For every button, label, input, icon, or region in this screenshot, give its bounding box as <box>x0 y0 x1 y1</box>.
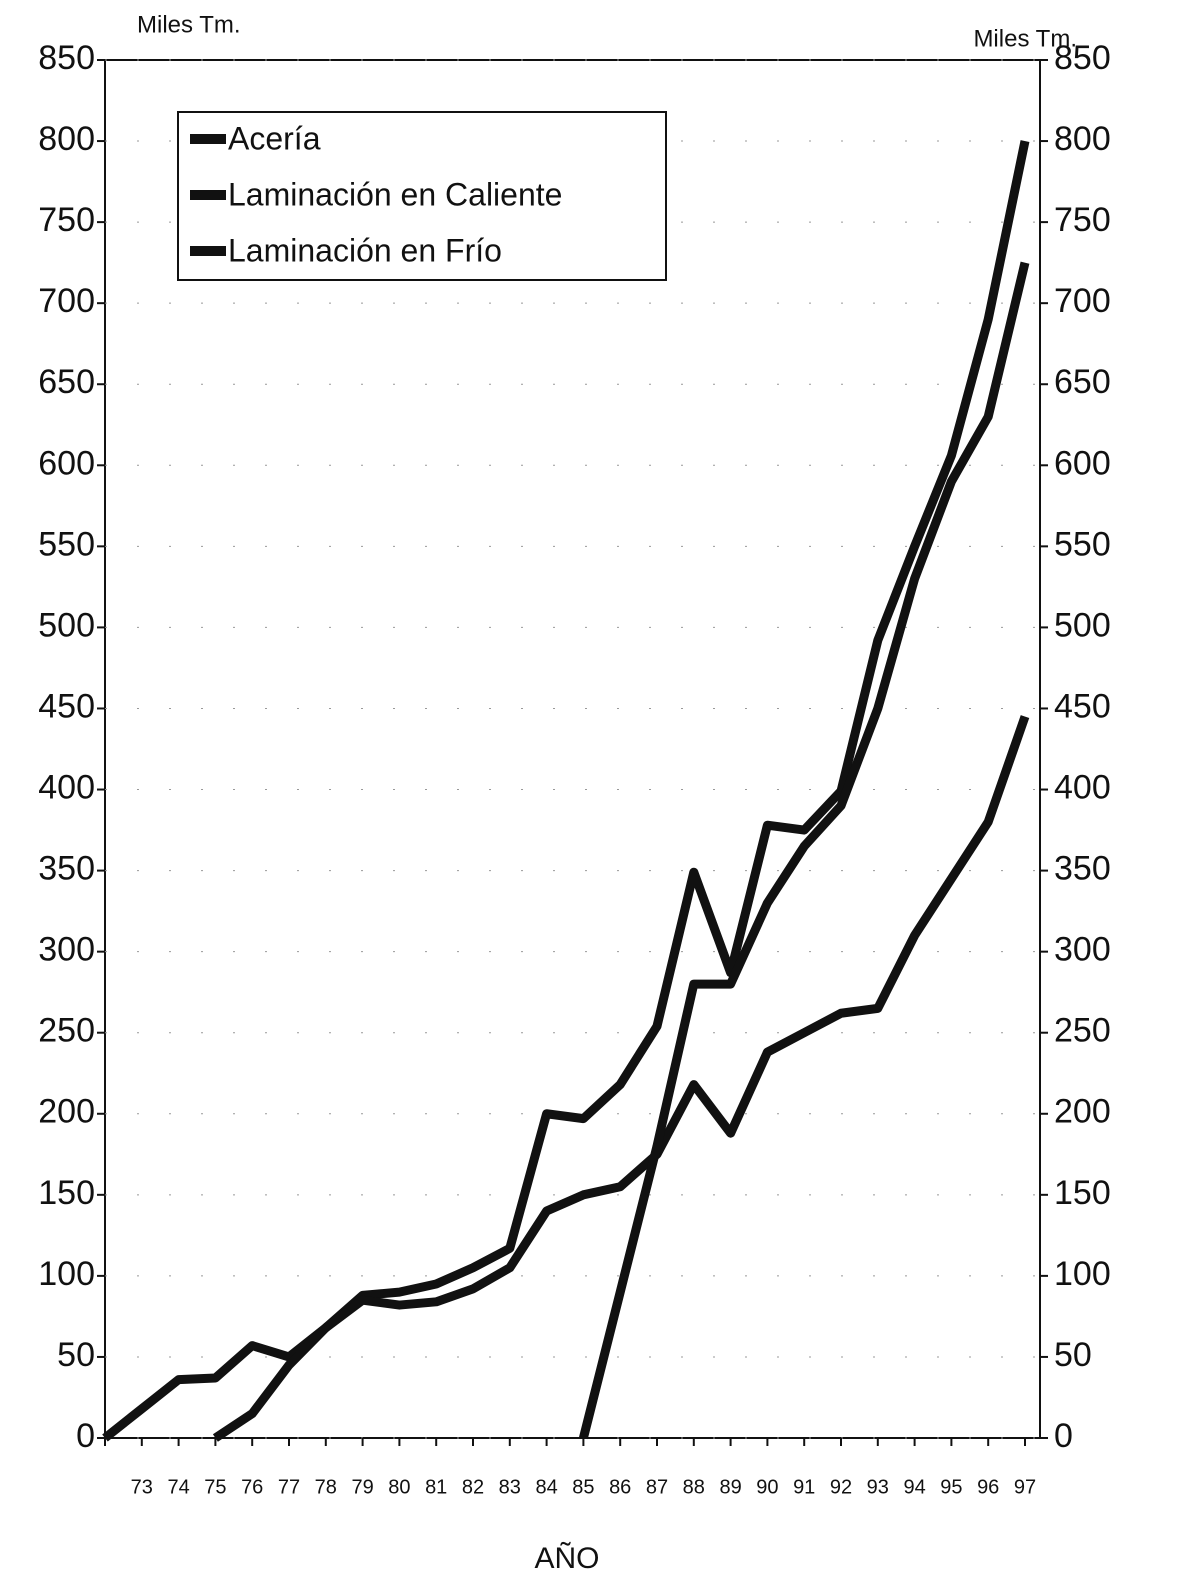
y-tick-label: 50 <box>57 1336 95 1374</box>
y2-tick-label: 100 <box>1054 1255 1111 1293</box>
y-tick-label: 600 <box>38 444 95 482</box>
x-tick-label: 73 <box>131 1476 153 1498</box>
x-tick-label: 87 <box>646 1476 668 1498</box>
x-tick-label: 94 <box>903 1476 925 1498</box>
x-tick-label: 91 <box>793 1476 815 1498</box>
x-tick-label: 76 <box>241 1476 263 1498</box>
x-tick-label: 80 <box>388 1476 410 1498</box>
y-tick-label: 300 <box>38 931 95 969</box>
y2-tick-label: 200 <box>1054 1093 1111 1131</box>
x-tick-label: 97 <box>1014 1476 1036 1498</box>
y2-tick-label: 700 <box>1054 282 1111 320</box>
y2-tick-label: 550 <box>1054 525 1111 563</box>
x-tick-label: 90 <box>756 1476 778 1498</box>
y-tick-label: 450 <box>38 687 95 725</box>
legend-swatch <box>190 246 226 256</box>
x-tick-label: 83 <box>499 1476 521 1498</box>
y2-tick-label: 250 <box>1054 1012 1111 1050</box>
x-tick-label: 95 <box>940 1476 962 1498</box>
y-tick-label: 200 <box>38 1093 95 1131</box>
y2-tick-label: 650 <box>1054 363 1111 401</box>
y2-tick-label: 500 <box>1054 606 1111 644</box>
x-tick-label: 96 <box>977 1476 999 1498</box>
y2-tick-label: 600 <box>1054 444 1111 482</box>
y2-tick-label: 450 <box>1054 687 1111 725</box>
x-tick-label: 77 <box>278 1476 300 1498</box>
x-tick-label: 84 <box>535 1476 557 1498</box>
y2-tick-label: 50 <box>1054 1336 1092 1374</box>
y2-tick-label: 0 <box>1054 1417 1073 1455</box>
y2-tick-label: 400 <box>1054 769 1111 807</box>
line-series <box>212 715 1030 1442</box>
y2-tick-label: 800 <box>1054 120 1111 158</box>
y-tick-label: 750 <box>38 201 95 239</box>
y-tick-label: 800 <box>38 120 95 158</box>
y2-tick-label: 750 <box>1054 201 1111 239</box>
y-tick-label: 500 <box>38 606 95 644</box>
y-tick-label: 400 <box>38 769 95 807</box>
legend-swatch <box>190 190 226 200</box>
x-tick-label: 89 <box>719 1476 741 1498</box>
y-tick-label: 850 <box>38 39 95 77</box>
y-tick-label: 150 <box>38 1174 95 1212</box>
x-tick-label: 92 <box>830 1476 852 1498</box>
x-tick-label: 81 <box>425 1476 447 1498</box>
x-tick-label: 86 <box>609 1476 631 1498</box>
plot-frame <box>104 59 1041 1439</box>
y-tick-label: 100 <box>38 1255 95 1293</box>
y-tick-label: 0 <box>76 1417 95 1455</box>
legend-label: Laminación en Caliente <box>228 176 562 212</box>
legend-label: Laminación en Frío <box>228 232 502 268</box>
y2-tick-label: 150 <box>1054 1174 1111 1212</box>
y-tick-label: 250 <box>38 1012 95 1050</box>
y2-axis-title: Miles Tm. <box>973 25 1077 52</box>
y2-tick-label: 300 <box>1054 931 1111 969</box>
legend-swatch <box>190 134 226 144</box>
x-tick-label: 88 <box>683 1476 705 1498</box>
y-tick-label: 550 <box>38 525 95 563</box>
x-axis-title: AÑO <box>534 1541 599 1575</box>
legend-box <box>177 111 667 281</box>
x-tick-label: 75 <box>204 1476 226 1498</box>
y-axis-title: Miles Tm. <box>137 11 241 38</box>
x-tick-label: 74 <box>167 1476 189 1498</box>
y-tick-label: 350 <box>38 850 95 888</box>
legend-label: Acería <box>228 120 321 156</box>
line-series <box>579 261 1030 1440</box>
y-tick-label: 700 <box>38 282 95 320</box>
x-tick-label: 85 <box>572 1476 594 1498</box>
y2-tick-label: 850 <box>1054 39 1111 77</box>
x-tick-label: 78 <box>315 1476 337 1498</box>
x-tick-label: 82 <box>462 1476 484 1498</box>
y2-tick-label: 350 <box>1054 850 1111 888</box>
x-tick-label: 93 <box>867 1476 889 1498</box>
y-tick-label: 650 <box>38 363 95 401</box>
x-tick-label: 79 <box>351 1476 373 1498</box>
line-series <box>102 140 1030 1442</box>
